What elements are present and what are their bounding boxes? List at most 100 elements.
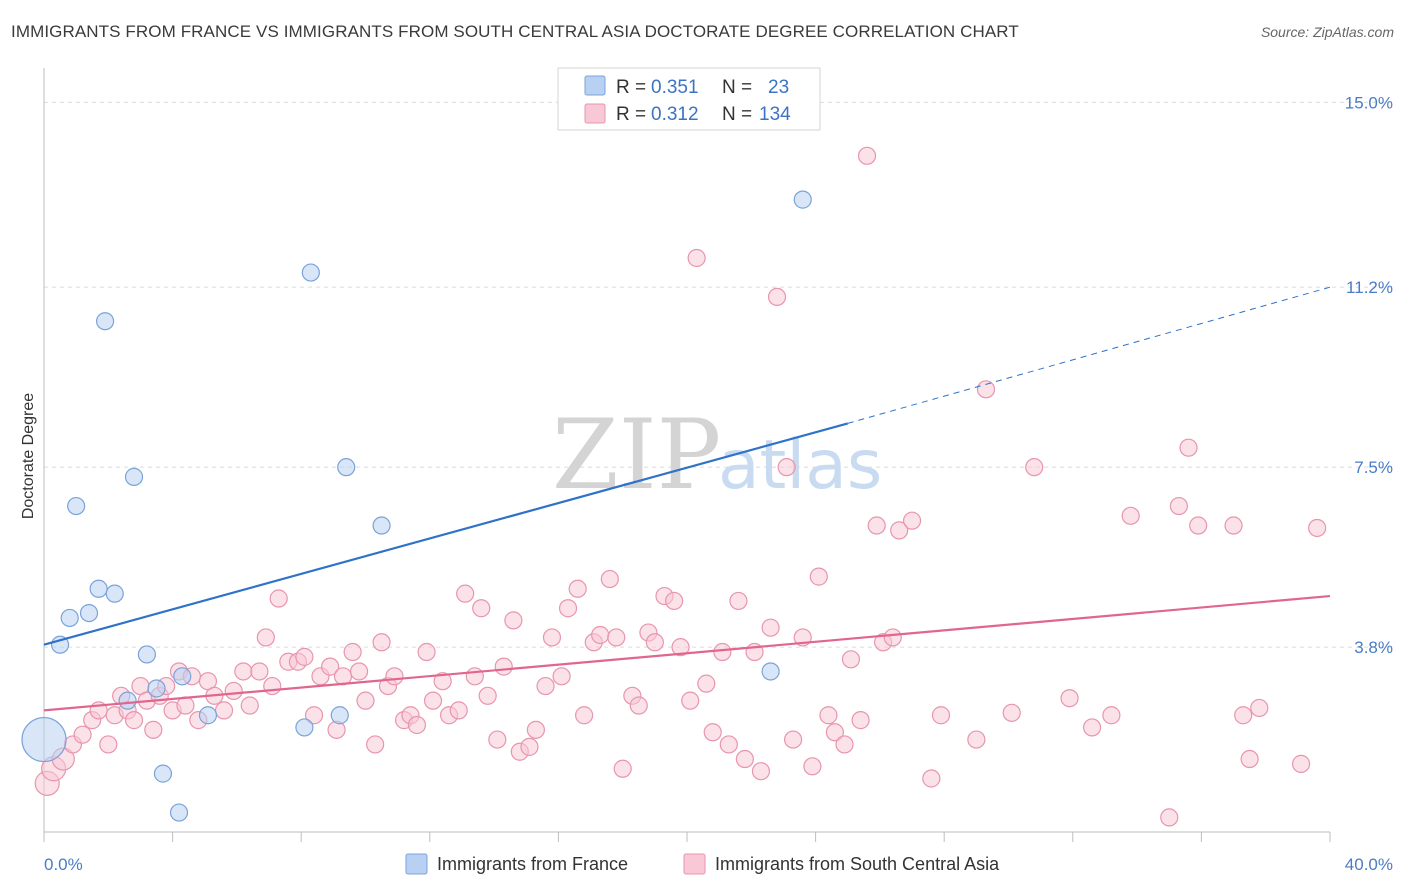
y-tick-label: 15.0% (1345, 93, 1393, 112)
correlation-legend: R = 0.351 N = 23 R = 0.312 N = 134 (557, 67, 821, 131)
asia-point (719, 735, 738, 754)
asia-point (1308, 518, 1327, 538)
asia-point (558, 599, 578, 618)
asia-point (1002, 703, 1021, 722)
legend-asia-n-label: N = (722, 104, 752, 125)
asia-point (504, 611, 523, 630)
france-point (295, 718, 314, 737)
france-point (67, 496, 86, 516)
asia-point (176, 696, 195, 715)
y-tick-labels: 3.8% 7.5% 11.2% 15.0% (1345, 93, 1393, 657)
asia-point (729, 591, 748, 611)
asia-point (883, 628, 902, 647)
france-point (60, 608, 79, 628)
asia-point (777, 458, 796, 477)
asia-point (433, 672, 452, 691)
asia-point (449, 701, 468, 720)
france-point (337, 458, 356, 477)
asia-point (263, 676, 282, 696)
x-tick-labels: 0.0% 40.0% (44, 855, 1393, 874)
bottom-legend-asia: Immigrants from South Central Asia (715, 854, 1000, 874)
asia-point (575, 706, 594, 725)
asia-point (417, 642, 436, 662)
asia-point (1179, 438, 1198, 457)
asia-point (124, 711, 144, 730)
x-tick-label: 0.0% (44, 855, 83, 874)
asia-point (607, 628, 626, 647)
asia-point (423, 691, 443, 710)
france-point (198, 706, 218, 725)
asia-point (478, 686, 497, 705)
asia-point (735, 749, 754, 769)
source-credit: Source: ZipAtlas.com (1260, 24, 1394, 40)
asia-point (645, 633, 664, 652)
asia-point (465, 667, 484, 686)
asia-point (407, 715, 427, 735)
asia-point (99, 735, 118, 754)
asia-point (697, 674, 716, 693)
asia-point (494, 657, 513, 676)
legend-swatch-asia (584, 103, 606, 124)
france-point (89, 579, 108, 598)
asia-point (841, 650, 861, 669)
asia-point (552, 667, 571, 686)
asia-point (1121, 506, 1140, 525)
asia-point (1025, 458, 1044, 477)
series-legend: Immigrants from France Immigrants from S… (405, 853, 1000, 875)
asia-point (835, 735, 854, 754)
asia-point (1060, 689, 1079, 708)
legend-france-n-value: 23 (768, 77, 789, 98)
france-point (173, 667, 192, 686)
asia-point (591, 625, 610, 645)
bottom-legend-swatch-asia (683, 853, 706, 875)
asia-point (931, 706, 951, 725)
watermark: ZIP atlas (552, 399, 882, 511)
asia-point (783, 730, 803, 749)
asia-point (526, 720, 545, 739)
france-point (124, 467, 144, 486)
asia-point (1224, 516, 1243, 535)
asia-point (703, 723, 722, 742)
asia-point (343, 642, 362, 662)
asia-point (144, 720, 163, 739)
asia-point (857, 146, 877, 165)
asia-point (825, 723, 844, 742)
watermark-zip: ZIP (552, 399, 721, 511)
watermark-atlas: atlas (718, 426, 882, 505)
france-point (169, 803, 189, 822)
asia-point (761, 618, 780, 637)
france-trend-extension (847, 286, 1331, 424)
asia-point (600, 569, 619, 589)
asia-point (819, 706, 838, 725)
bottom-legend-france: Immigrants from France (437, 854, 628, 874)
asia-point (234, 662, 253, 681)
asia-point (269, 589, 288, 608)
asia-point (867, 516, 886, 535)
legend-france-r-label: R = (616, 77, 646, 98)
x-tick-label: 40.0% (1345, 855, 1393, 874)
france-point (105, 584, 124, 603)
asia-point (809, 567, 828, 586)
asia-point (1240, 749, 1259, 769)
asia-point (1189, 516, 1208, 535)
asia-point (681, 691, 700, 710)
asia-point (665, 591, 684, 611)
legend-swatch-france (584, 75, 606, 96)
trend-lines (43, 286, 1331, 712)
asia-point (767, 287, 787, 307)
asia-point (456, 584, 475, 603)
asia-point (356, 691, 375, 710)
legend-france-n-label: N = (722, 77, 752, 98)
france-series-points (21, 190, 812, 822)
asia-point (1250, 698, 1269, 718)
asia-point (472, 599, 491, 618)
asia-point (1234, 706, 1253, 725)
asia-point (613, 759, 632, 778)
y-axis-label: Doctorate Degree (20, 393, 37, 519)
legend-asia-r-label: R = (616, 104, 646, 125)
grid-lines (44, 101, 1392, 648)
asia-point (372, 633, 391, 652)
asia-point (976, 380, 996, 399)
asia-point (902, 511, 922, 530)
